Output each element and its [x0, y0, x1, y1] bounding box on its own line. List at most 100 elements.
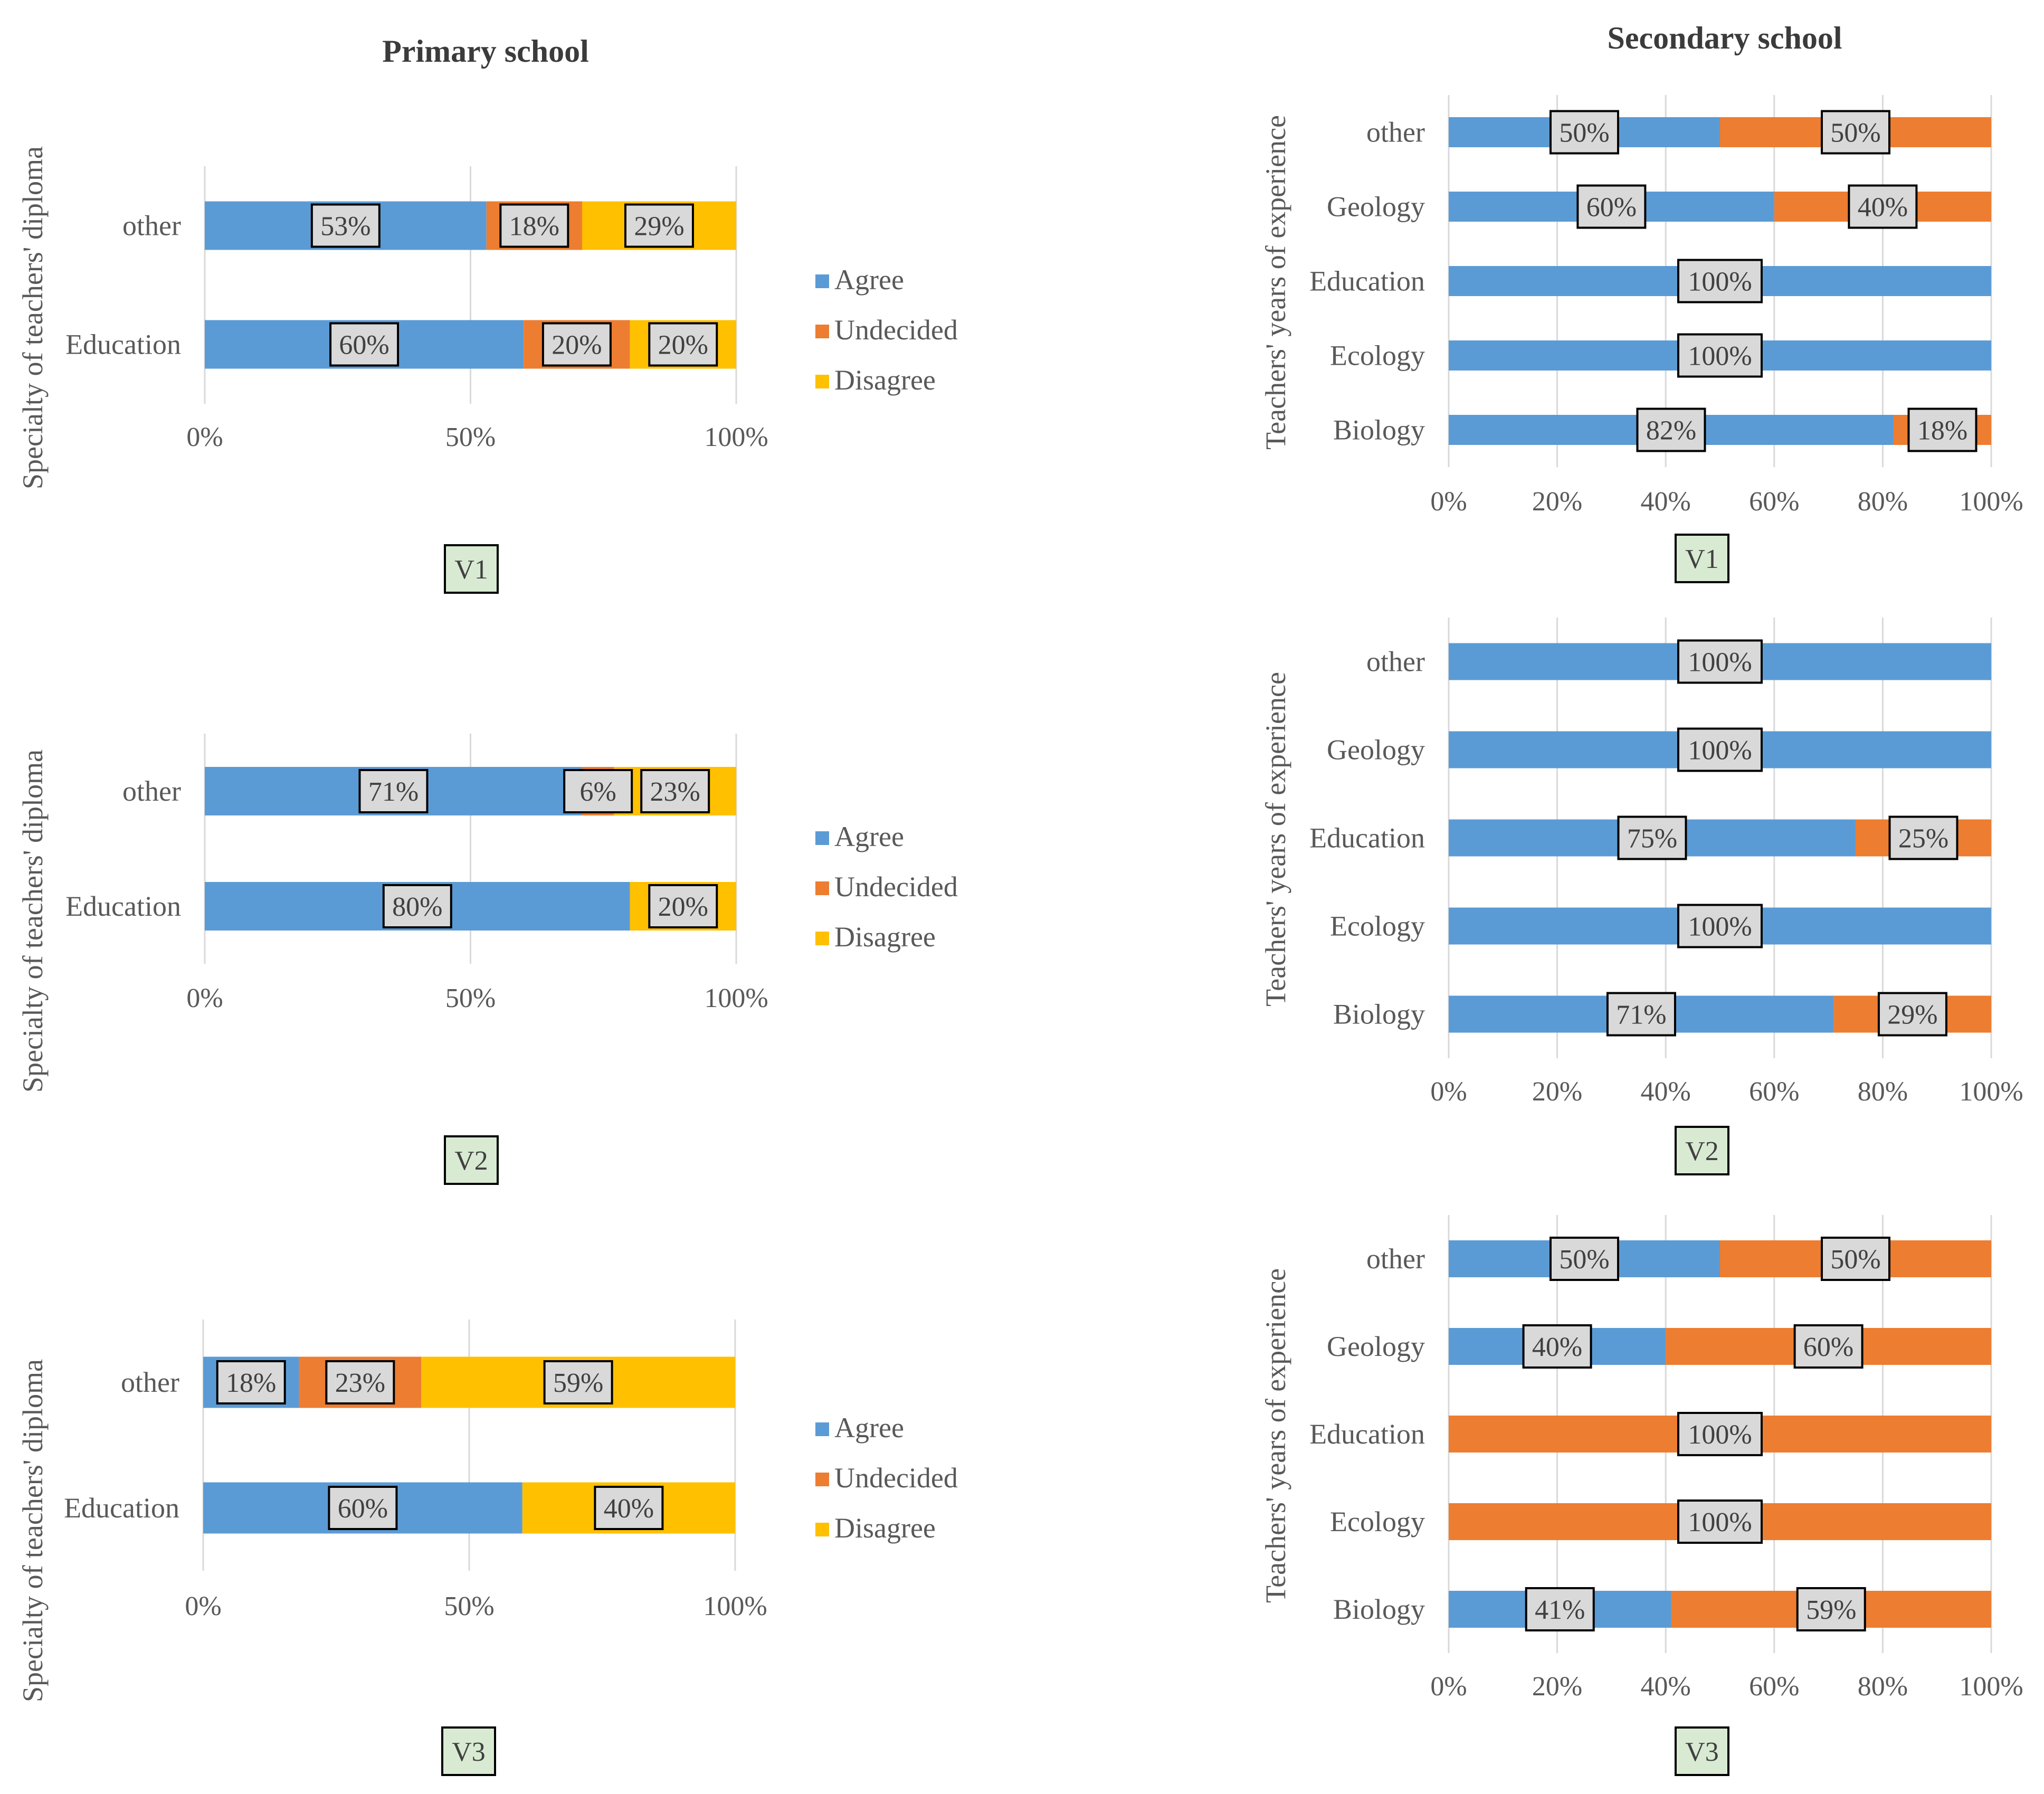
- secondary-v2-data-label: 71%: [1616, 1000, 1666, 1030]
- secondary-v2-x-tick-label: 0%: [1430, 1077, 1467, 1107]
- secondary-v2-data-label-box: [1877, 992, 1947, 1037]
- primary-v2-data-label: 6%: [580, 777, 616, 807]
- secondary-v3-data-label-box: [1821, 1237, 1890, 1281]
- secondary-v1-x-tick-label: 40%: [1641, 487, 1691, 517]
- secondary-v1-data-label: 40%: [1858, 193, 1908, 223]
- secondary-v1-data-label-box: [1907, 407, 1978, 452]
- secondary-v3-data-label: 59%: [1806, 1595, 1856, 1625]
- primary-v1-data-label: 18%: [509, 212, 559, 242]
- secondary-v1-x-tick-label: 60%: [1749, 487, 1799, 517]
- secondary-v1-data-label: 60%: [1586, 193, 1637, 223]
- secondary-v3-x-tick-label: 40%: [1641, 1672, 1691, 1702]
- primary-v1-y-axis-title: Specialty of teachers' diploma: [17, 146, 49, 489]
- primary-v3-data-label-box: [543, 1360, 613, 1404]
- secondary-v2-x-tick-label: 60%: [1749, 1077, 1799, 1107]
- secondary-v2-category-label: Biology: [1333, 999, 1425, 1030]
- primary-v1-data-label: 29%: [634, 212, 684, 242]
- primary-v2-data-label: 23%: [650, 777, 700, 807]
- legend-label-undecided: Undecided: [834, 871, 958, 903]
- legend-label-agree: Agree: [834, 821, 904, 852]
- secondary-v2-category-label: Education: [1309, 822, 1425, 854]
- legend-label-agree: Agree: [834, 264, 904, 296]
- primary-v2-data-label-box: [382, 884, 452, 928]
- secondary-v3-x-tick-label: 20%: [1532, 1672, 1582, 1702]
- primary-v2-data-label-box: [648, 884, 718, 928]
- primary-v2-y-axis-title: Specialty of teachers' diploma: [17, 749, 49, 1093]
- secondary-v1-data-label: 50%: [1559, 118, 1609, 148]
- legend-swatch-agree: [815, 1422, 829, 1436]
- secondary-v3-data-label: 60%: [1803, 1332, 1853, 1362]
- secondary-v2-version-badge: [1675, 1126, 1729, 1175]
- primary-v1-chart: 0% 50% 100% Specialty of teachers' diploma o…: [17, 146, 958, 594]
- legend-label-agree: Agree: [834, 1412, 904, 1444]
- primary-v3-data-label: 23%: [335, 1368, 385, 1398]
- secondary-v1-category-label: Ecology: [1330, 340, 1425, 372]
- legend-label-undecided: Undecided: [834, 314, 958, 346]
- primary-v3-chart: 0% 50% 100% Specialty of teachers' diploma o…: [17, 1320, 958, 1776]
- primary-v3-version-badge: [441, 1726, 496, 1776]
- secondary-v2-version-label: V2: [1685, 1136, 1719, 1166]
- secondary-v3-x-tick-label: 60%: [1749, 1672, 1799, 1702]
- secondary-v2-data-label: 75%: [1627, 824, 1677, 854]
- primary-v2-category-label: Education: [65, 890, 181, 922]
- primary-v1-data-label: 53%: [320, 212, 370, 242]
- secondary-v1-data-label-box: [1677, 259, 1763, 303]
- legend-label-undecided: Undecided: [834, 1462, 958, 1494]
- secondary-v3-x-tick-label: 0%: [1430, 1672, 1467, 1702]
- primary-v1-data-label-box: [310, 203, 381, 248]
- primary-v1-data-label-box: [499, 203, 569, 248]
- secondary-v3-data-label: 40%: [1532, 1332, 1582, 1362]
- secondary-v3-data-label-box: [1796, 1587, 1866, 1631]
- primary-v3-data-label-box: [328, 1486, 398, 1530]
- primary-v1-data-label: 20%: [658, 330, 708, 360]
- secondary-v3-x-tick-label: 100%: [1959, 1672, 2023, 1702]
- secondary-school-title: Secondary school: [1607, 21, 1842, 55]
- primary-v1-x-tick-label: 100%: [704, 422, 768, 452]
- secondary-v2-data-label: 25%: [1898, 824, 1948, 854]
- primary-v1-category-label: Education: [65, 329, 181, 360]
- secondary-v3-category-label: other: [1366, 1243, 1425, 1275]
- secondary-v3-data-label-box: [1522, 1324, 1592, 1369]
- primary-v2-version-label: V2: [454, 1146, 488, 1176]
- primary-v3-version-label: V3: [452, 1737, 486, 1767]
- secondary-v2-category-label: other: [1366, 646, 1425, 678]
- secondary-v3-data-label-box: [1549, 1237, 1619, 1281]
- secondary-v1-data-label-box: [1636, 407, 1706, 452]
- secondary-v2-data-label-box: [1677, 904, 1763, 948]
- secondary-v1-data-label: 100%: [1688, 341, 1752, 372]
- primary-v1-data-label-box: [648, 322, 718, 367]
- secondary-v1-category-label: other: [1366, 117, 1425, 148]
- secondary-v1-version-badge: [1675, 534, 1729, 583]
- secondary-v1-category-label: Education: [1309, 265, 1425, 297]
- legend-swatch-disagree: [815, 932, 829, 945]
- primary-v1-data-label-box: [624, 203, 694, 248]
- secondary-v2-data-label-box: [1677, 727, 1763, 772]
- legend-swatch-undecided: [815, 881, 829, 895]
- primary-v2-data-label-box: [358, 769, 429, 813]
- primary-v2-data-label: 71%: [368, 777, 419, 807]
- secondary-v3-x-tick-label: 80%: [1858, 1672, 1908, 1702]
- secondary-v2-data-label-box: [1888, 815, 1959, 860]
- primary-v1-data-label: 60%: [339, 330, 389, 360]
- primary-school-title: Primary school: [382, 34, 589, 69]
- secondary-v1-x-tick-label: 20%: [1532, 487, 1582, 517]
- secondary-v2-data-label: 100%: [1688, 912, 1752, 942]
- secondary-v1-data-label: 18%: [1917, 416, 1967, 446]
- secondary-v3-version-label: V3: [1685, 1737, 1719, 1767]
- primary-v3-data-label: 40%: [604, 1494, 654, 1524]
- secondary-v1-data-label: 82%: [1646, 416, 1696, 446]
- secondary-v3-data-label: 50%: [1559, 1245, 1609, 1275]
- secondary-v3-data-label-box: [1525, 1587, 1595, 1631]
- primary-v2-chart: 0% 50% 100% Specialty of teachers' diploma o…: [17, 734, 958, 1185]
- primary-v3-data-label-box: [325, 1360, 395, 1404]
- primary-v3-data-label: 59%: [553, 1368, 603, 1398]
- primary-v3-data-label-box: [216, 1360, 286, 1404]
- primary-v3-x-tick-label: 50%: [444, 1591, 494, 1621]
- primary-v3-category-label: Education: [64, 1492, 179, 1524]
- secondary-v3-data-label-box: [1677, 1412, 1763, 1456]
- secondary-v1-data-label-box: [1677, 333, 1763, 378]
- secondary-v2-data-label-box: [1606, 992, 1676, 1037]
- primary-v2-x-tick-label: 100%: [704, 983, 768, 1013]
- primary-v3-data-label-box: [594, 1486, 664, 1530]
